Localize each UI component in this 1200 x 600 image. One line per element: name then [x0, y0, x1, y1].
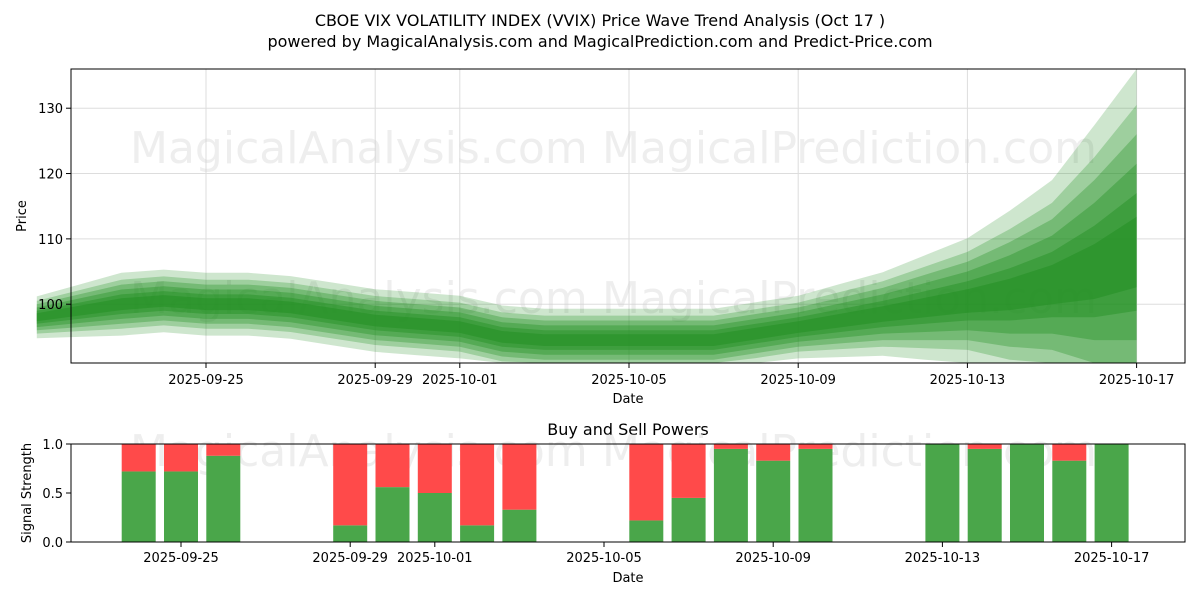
price-ytick-label: 100 [38, 298, 63, 313]
sell-bar [756, 444, 791, 461]
price-ytick-label: 130 [38, 102, 63, 117]
power-xtick-label: 2025-10-09 [735, 551, 811, 566]
price-xtick-label: 2025-10-13 [930, 373, 1006, 388]
power-ytick-label: 0.0 [42, 536, 63, 551]
price-ytick-label: 120 [38, 168, 63, 183]
power-ylabel: Signal Strength [20, 443, 35, 543]
buy-bar [375, 487, 410, 542]
price-ylabel: Price [15, 200, 30, 232]
buy-bar [1010, 444, 1044, 542]
watermark-prediction-top: MagicalPrediction.com [602, 123, 1097, 174]
power-xlabel: Date [612, 571, 643, 586]
sell-bar [713, 444, 748, 449]
title-line1: CBOE VIX VOLATILITY INDEX (VVIX) Price W… [315, 11, 885, 30]
sell-bar [121, 444, 156, 472]
price-grid [71, 69, 1185, 363]
price-waves [36, 69, 1137, 364]
price-xtick-label: 2025-10-01 [422, 373, 498, 388]
buy-bar [671, 497, 706, 542]
title-line2: powered by MagicalAnalysis.com and Magic… [267, 32, 932, 51]
power-bars [121, 444, 1129, 542]
buy-bar [206, 455, 241, 542]
buy-bar [713, 448, 748, 542]
watermark-prediction-mid: MagicalPrediction.com [602, 273, 1097, 324]
buy-bar [925, 444, 960, 542]
buy-bar [1052, 460, 1087, 542]
sell-bar [206, 444, 241, 456]
buy-bar [1094, 444, 1129, 542]
price-wave-band [36, 163, 1137, 355]
buy-bar [629, 520, 664, 542]
buy-bar [333, 525, 368, 542]
price-xtick-label: 2025-10-17 [1099, 373, 1175, 388]
price-plot-area [71, 69, 1185, 363]
watermark-analysis-top: MagicalAnalysis.com [130, 123, 588, 174]
buy-bar [798, 448, 833, 542]
buy-bar [756, 460, 791, 542]
power-ytick-label: 1.0 [42, 438, 63, 453]
buy-bar [502, 509, 537, 542]
sell-bar [460, 444, 495, 526]
price-wave-band [36, 69, 1137, 363]
price-chart: MagicalAnalysis.com MagicalPrediction.co… [15, 68, 1186, 407]
price-xtick-label: 2025-10-05 [591, 373, 667, 388]
power-xtick-label: 2025-09-29 [312, 551, 388, 566]
buy-bar [121, 471, 156, 542]
price-xlabel: Date [612, 392, 643, 407]
power-xtick-label: 2025-10-13 [905, 551, 981, 566]
watermark-analysis-mid: MagicalAnalysis.com [130, 273, 588, 324]
power-xtick-label: 2025-10-01 [397, 551, 473, 566]
buy-bar [417, 493, 452, 542]
price-ticks: 2025-09-25 2025-09-29 2025-10-01 2025-10-05… [38, 102, 1174, 388]
sell-bar [164, 444, 198, 472]
power-title: Buy and Sell Powers [547, 420, 709, 439]
buy-bar [164, 471, 198, 542]
sell-bar [333, 444, 368, 526]
power-xtick-label: 2025-09-25 [143, 551, 219, 566]
price-xtick-label: 2025-09-25 [168, 373, 244, 388]
price-wave-band [36, 104, 1137, 364]
price-wave-band [36, 193, 1137, 350]
buy-bar [460, 525, 495, 542]
sell-bar [502, 444, 537, 510]
sell-bar [798, 444, 833, 449]
sell-bar [417, 444, 452, 493]
sell-bar [671, 444, 706, 498]
power-xtick-label: 2025-10-05 [566, 551, 642, 566]
sell-bar [375, 444, 410, 488]
price-wave-band [36, 134, 1137, 363]
power-chart: Buy and Sell Powers MagicalAnalysis.com … [20, 420, 1186, 586]
price-wave-band [36, 216, 1137, 346]
power-xtick-label: 2025-10-17 [1074, 551, 1150, 566]
power-ytick-label: 0.5 [42, 487, 63, 502]
buy-bar [967, 448, 1002, 542]
sell-bar [967, 444, 1002, 449]
sell-bar [629, 444, 664, 521]
sell-bar [1052, 444, 1087, 461]
price-xtick-label: 2025-10-09 [760, 373, 836, 388]
price-ytick-label: 110 [38, 233, 63, 248]
power-ticks: 2025-09-25 2025-09-29 2025-10-01 2025-10-05… [42, 438, 1149, 566]
price-plot-frame [70, 68, 1186, 364]
price-xtick-label: 2025-09-29 [337, 373, 413, 388]
